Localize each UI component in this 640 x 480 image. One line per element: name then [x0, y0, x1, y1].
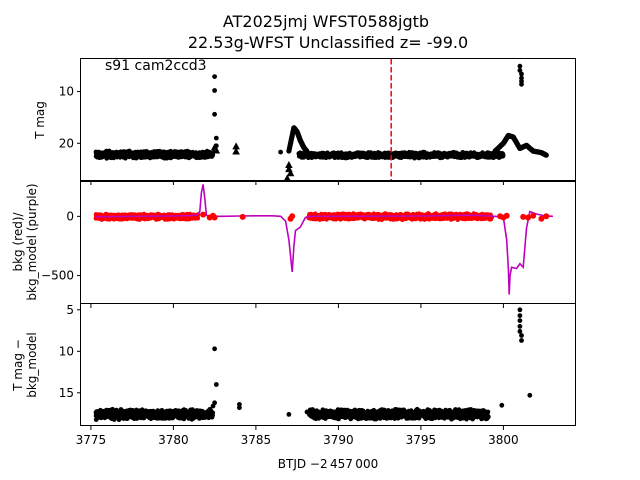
panel-top-ylabel: T mag	[33, 101, 47, 140]
data-point	[503, 212, 510, 219]
data-point	[200, 211, 207, 218]
data-point	[304, 153, 310, 159]
panel-top-data	[93, 59, 549, 198]
panel-middle-axes: 0 −500	[41, 209, 504, 308]
panel-middle-data	[93, 184, 553, 295]
data-point	[520, 213, 527, 220]
panel-bottom-data	[93, 307, 533, 423]
triangle-marker	[210, 143, 219, 151]
y-tick-label: −500	[41, 269, 74, 283]
panel-2-marks	[93, 307, 533, 423]
panel-top-axes: 10 20	[59, 85, 504, 185]
y-tick-label: 10	[59, 85, 74, 99]
y-tick-label: 0	[66, 209, 74, 223]
panel-top: 10 20 s91 cam2ccd3 T mag	[33, 58, 576, 198]
data-point	[530, 212, 537, 219]
panel-0-marks	[93, 59, 549, 198]
data-point	[212, 111, 218, 117]
data-point	[278, 149, 283, 155]
triangle-marker	[285, 160, 293, 168]
data-point	[525, 214, 532, 221]
data-point	[517, 68, 523, 73]
triangle-marker	[232, 147, 240, 155]
data-point	[543, 152, 549, 158]
data-point	[519, 81, 524, 87]
data-point	[212, 74, 218, 79]
chart-title-line1: AT2025jmj WFST0588jgtb	[223, 12, 429, 31]
triangle-marker	[232, 142, 240, 150]
panel-middle-ylabel: bkg (red)/bkg_model (purple)	[11, 183, 39, 300]
chart-title-line2: 22.53g-WFST Unclassified z= -99.0	[188, 33, 468, 52]
panel-top-frame	[80, 58, 576, 181]
triangle-marker	[213, 191, 221, 198]
data-point	[519, 71, 524, 77]
data-point	[289, 213, 296, 220]
annotation-sector: s91 cam2ccd3	[105, 58, 207, 74]
data-point	[517, 63, 523, 69]
data-point	[213, 135, 219, 141]
data-point	[195, 215, 201, 221]
data-point	[538, 215, 545, 222]
data-point	[239, 213, 246, 220]
bkg-model-line	[95, 184, 553, 295]
data-point	[211, 214, 218, 221]
y-tick-label: 20	[59, 136, 74, 150]
panel-1-marks	[93, 184, 553, 295]
data-point	[210, 410, 216, 416]
triangle-marker	[286, 169, 295, 177]
panel-middle: 0 −500 bkg (red)/bkg_model (purple)	[11, 181, 576, 308]
data-point	[210, 153, 216, 158]
data-point	[500, 152, 506, 158]
panel-middle-frame	[80, 181, 576, 304]
data-point	[212, 88, 218, 93]
data-point	[304, 148, 310, 155]
data-point	[543, 213, 550, 220]
